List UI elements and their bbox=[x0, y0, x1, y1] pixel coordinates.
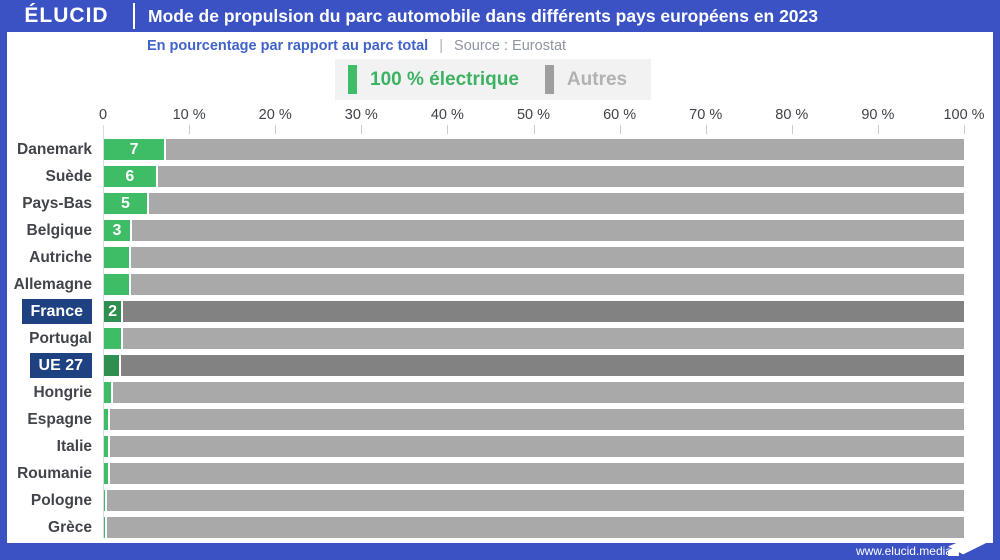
bar-segment-autres bbox=[123, 301, 964, 322]
bar-segment-autres bbox=[157, 166, 964, 187]
bar-segment-autres bbox=[166, 139, 964, 160]
subtitle: En pourcentage par rapport au parc total… bbox=[147, 38, 566, 54]
plot-left-line bbox=[103, 125, 104, 538]
country-label: Pologne bbox=[30, 492, 92, 509]
axis-tick-label: 40 % bbox=[430, 107, 464, 123]
bar-value-label: 6 bbox=[125, 168, 135, 185]
source-text: Source : Eurostat bbox=[454, 38, 567, 54]
axis-tick-mark bbox=[533, 125, 535, 134]
axis-tick-label: 90 % bbox=[861, 107, 895, 123]
country-label: Allemagne bbox=[13, 276, 92, 293]
bar-segment-electric bbox=[104, 517, 105, 538]
axis-tick-mark bbox=[964, 125, 965, 134]
bar-segment-autres bbox=[110, 409, 964, 430]
bar-value-label: 2 bbox=[108, 303, 118, 320]
bar-segment-electric: 5 bbox=[104, 193, 147, 214]
left-border bbox=[0, 32, 7, 560]
country-label-highlighted: France bbox=[21, 299, 92, 324]
bar-segment-electric bbox=[104, 436, 109, 457]
bar-segment-electric bbox=[104, 328, 121, 349]
bar-segment-autres bbox=[110, 436, 964, 457]
axis-tick-label: 100 % bbox=[943, 107, 985, 123]
header-bar bbox=[0, 0, 1000, 32]
bar-value-label: 3 bbox=[112, 222, 122, 239]
country-label: Belgique bbox=[26, 222, 92, 239]
bar-segment-autres bbox=[109, 463, 964, 484]
elucid-flag-icon bbox=[948, 529, 990, 556]
country-label: Portugal bbox=[29, 330, 92, 347]
bar-segment-electric: 6 bbox=[104, 166, 156, 187]
axis-tick-mark bbox=[361, 125, 363, 134]
bar-segment-electric bbox=[104, 490, 105, 511]
country-label: Italie bbox=[56, 438, 92, 455]
axis-tick-label: 70 % bbox=[689, 107, 723, 123]
bar-segment-autres bbox=[130, 247, 964, 268]
website-url: www.elucid.media bbox=[855, 544, 952, 558]
bar-segment-electric bbox=[104, 355, 120, 376]
bar-segment-electric: 2 bbox=[104, 301, 122, 322]
bar-segment-electric bbox=[104, 463, 108, 484]
country-label: Danemark bbox=[17, 141, 92, 158]
country-label: Pays-Bas bbox=[22, 195, 92, 212]
elucid-logo: ÉLUCID bbox=[24, 4, 109, 27]
axis-tick-mark bbox=[619, 125, 621, 134]
subtitle-text: En pourcentage par rapport au parc total bbox=[147, 38, 429, 54]
legend-autres-swatch bbox=[544, 65, 554, 94]
axis-tick-label: 30 % bbox=[344, 107, 378, 123]
footer-bar bbox=[0, 543, 1000, 560]
bar-segment-autres bbox=[106, 490, 964, 511]
legend-autres-label: Autres bbox=[566, 68, 628, 90]
bar-segment-autres bbox=[121, 355, 964, 376]
bar-segment-autres bbox=[131, 220, 964, 241]
bar-segment-autres bbox=[122, 328, 964, 349]
axis-tick-mark bbox=[189, 125, 191, 134]
bar-segment-electric: 3 bbox=[104, 220, 130, 241]
axis-tick-label: 10 % bbox=[172, 107, 206, 123]
bar-segment-electric bbox=[104, 247, 129, 268]
bar-value-label: 5 bbox=[121, 195, 130, 212]
axis-tick-label: 60 % bbox=[603, 107, 637, 123]
legend: 100 % électrique Autres bbox=[335, 59, 651, 100]
bar-segment-electric: 7 bbox=[104, 139, 165, 160]
country-label: France bbox=[0, 299, 92, 324]
country-label: Grèce bbox=[48, 519, 92, 536]
country-label: UE 27 bbox=[0, 353, 92, 378]
legend-electric-label: 100 % électrique bbox=[370, 68, 519, 90]
country-label: Roumanie bbox=[17, 465, 92, 482]
bar-segment-autres bbox=[149, 193, 964, 214]
legend-electric-swatch bbox=[348, 65, 357, 94]
bar-value-label: 7 bbox=[129, 141, 139, 158]
bar-segment-electric bbox=[104, 274, 129, 295]
country-label: Espagne bbox=[27, 411, 92, 428]
axis-tick-mark bbox=[791, 125, 793, 134]
axis-tick-label: 20 % bbox=[258, 107, 292, 123]
country-label: Autriche bbox=[29, 249, 92, 266]
bar-segment-electric bbox=[104, 409, 109, 430]
bar-segment-electric bbox=[104, 382, 111, 403]
bar-segment-autres bbox=[112, 382, 964, 403]
country-label: Suède bbox=[45, 168, 92, 185]
axis-tick-mark bbox=[275, 125, 277, 134]
axis-tick-mark bbox=[447, 125, 449, 134]
right-border bbox=[993, 32, 1000, 560]
axis-tick-label: 50 % bbox=[516, 107, 551, 123]
axis-tick-mark bbox=[877, 125, 879, 134]
axis-tick-label: 80 % bbox=[775, 107, 809, 123]
header-divider bbox=[133, 3, 135, 29]
country-label-highlighted: UE 27 bbox=[29, 353, 92, 378]
bar-segment-autres bbox=[106, 517, 964, 538]
axis-tick-label: 0 bbox=[98, 107, 108, 123]
chart-title: Mode de propulsion du parc automobile da… bbox=[148, 6, 818, 26]
bar-segment-autres bbox=[130, 274, 964, 295]
subtitle-separator: | bbox=[439, 38, 443, 54]
country-label: Hongrie bbox=[33, 384, 92, 401]
axis-tick-mark bbox=[705, 125, 707, 134]
